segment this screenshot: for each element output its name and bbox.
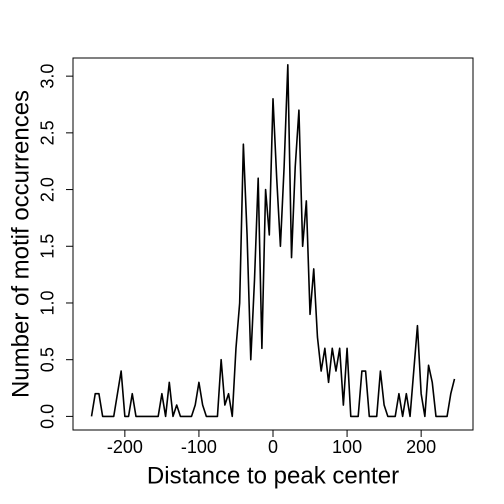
y-tick-label: 3.0 — [38, 64, 58, 89]
y-tick-label: 2.0 — [38, 177, 58, 202]
x-tick-label: 0 — [268, 437, 278, 457]
x-axis-label: Distance to peak center — [147, 462, 399, 489]
y-tick-label: 1.0 — [38, 290, 58, 315]
x-tick-label: -200 — [107, 437, 143, 457]
y-tick-label: 0.0 — [38, 404, 58, 429]
x-tick-label: 200 — [406, 437, 436, 457]
x-tick-label: 100 — [332, 437, 362, 457]
x-tick-label: -100 — [181, 437, 217, 457]
y-tick-label: 2.5 — [38, 120, 58, 145]
y-tick-label: 0.5 — [38, 347, 58, 372]
y-tick-label: 1.5 — [38, 234, 58, 259]
y-axis-label: Number of motif occurrences — [7, 90, 34, 398]
data-line — [90, 64, 456, 418]
